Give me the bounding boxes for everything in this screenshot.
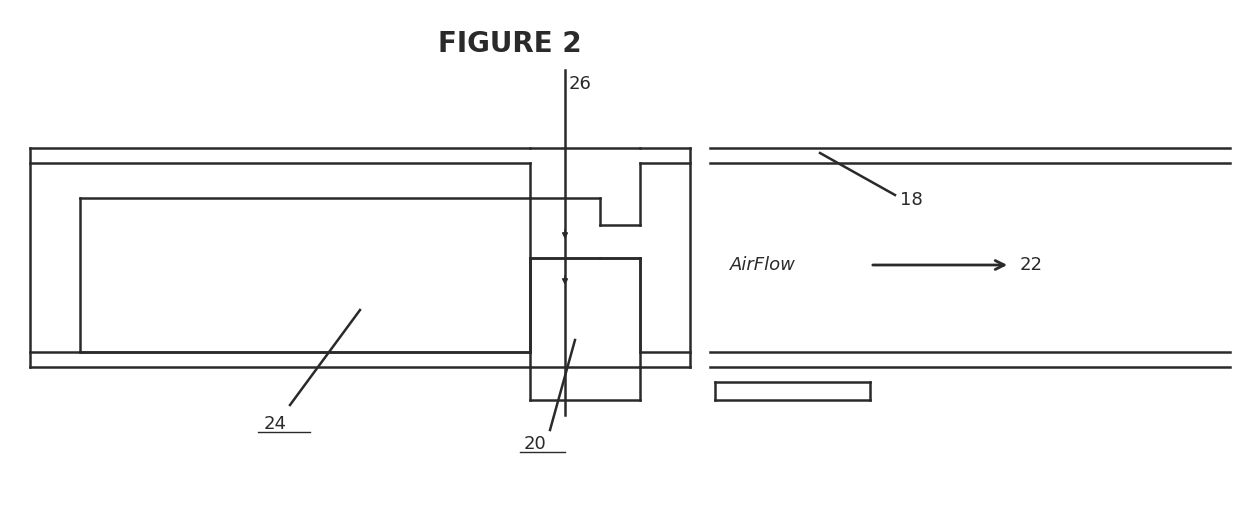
Text: 18: 18: [900, 191, 923, 209]
Text: AirFlow: AirFlow: [730, 256, 796, 274]
Text: FIGURE 2: FIGURE 2: [438, 30, 582, 58]
Text: 22: 22: [1021, 256, 1043, 274]
Text: 20: 20: [523, 435, 547, 453]
Text: 24: 24: [263, 415, 286, 433]
Text: 26: 26: [569, 75, 591, 93]
